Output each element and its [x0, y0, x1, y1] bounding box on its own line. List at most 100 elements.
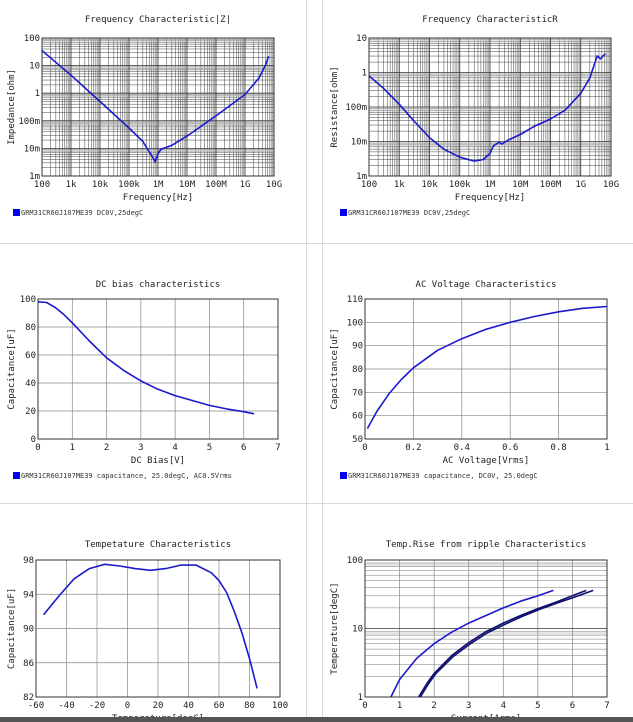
legend-label: GRM31CR60J107ME39 capacitance, 25.0degC,…	[21, 472, 232, 480]
y-tick-label: 0	[31, 435, 36, 445]
grid-band	[94, 38, 97, 176]
x-tick-label: 10G	[603, 180, 619, 190]
plot-area	[38, 299, 278, 439]
grid-band	[97, 38, 100, 176]
y-axis-label: Capacitance[uF]	[7, 588, 17, 669]
grid-band	[365, 630, 607, 635]
grid-band	[125, 38, 128, 176]
x-tick-label: 4	[172, 443, 177, 453]
legend-impedance: GRM31CR60J107ME39 DC0V,25degC	[13, 209, 143, 217]
x-tick-label: 100	[361, 180, 377, 190]
x-tick-label: 10M	[512, 180, 529, 190]
chart-impedance: Frequency Characteristic|Z| 100 1k 10k 100k 1…	[7, 15, 282, 203]
panel-divider-horizontal	[0, 243, 633, 244]
chart-ac-voltage: AC Voltage Characteristics 0 0.2 0.4 0.6 0.8 1…	[330, 280, 610, 466]
x-tick-label: 7	[604, 701, 609, 711]
grid-band	[271, 38, 274, 176]
legend-label: GRM31CR60J107ME39 DC0V,25degC	[21, 209, 144, 217]
grid-band	[213, 38, 216, 176]
x-tick-label: 100M	[205, 180, 227, 190]
chart-panel-resistance: Frequency CharacteristicR 100 1k 10k 100k 1M 1…	[323, 0, 633, 243]
x-tick-label: 100	[272, 701, 288, 711]
grid-band	[154, 38, 157, 176]
grid-band	[183, 38, 186, 176]
x-tick-label: 5	[535, 701, 540, 711]
panel-divider-vertical	[306, 0, 307, 717]
grid-band	[268, 38, 271, 176]
grid-band	[155, 38, 158, 176]
panel-divider-horizontal-2	[0, 503, 633, 504]
grid-band	[181, 38, 184, 176]
y-axis-label: Temperature[degC]	[330, 582, 340, 674]
x-tick-label: 100k	[118, 180, 140, 190]
x-tick-label: 2	[104, 443, 109, 453]
series-line-grm31cr60j107me39-capacitance-dc0v-25-0degc	[366, 305, 607, 429]
x-tick-label: 0.4	[454, 443, 470, 453]
y-tick-label: 80	[352, 365, 363, 375]
y-tick-label: 86	[23, 659, 34, 669]
chart-title: Tempetature Characteristics	[85, 540, 231, 550]
y-tick-label: 20	[25, 407, 36, 417]
x-tick-label: 3	[466, 701, 471, 711]
plot-frame	[37, 298, 279, 440]
grid-band	[239, 38, 242, 176]
x-tick-label: -20	[89, 701, 105, 711]
series-line-series-c	[419, 589, 594, 697]
x-tick-label: 1k	[394, 180, 405, 190]
x-tick-label: 1M	[485, 180, 496, 190]
plot-frame	[368, 37, 612, 177]
grid-band	[242, 38, 245, 176]
x-tick-label: 3	[138, 443, 143, 453]
plot-frame	[364, 298, 608, 440]
chart-title: DC bias characteristics	[96, 280, 221, 290]
x-axis-label: Frequency[Hz]	[455, 193, 525, 203]
x-tick-label: 20	[153, 701, 164, 711]
x-tick-label: 100M	[540, 180, 562, 190]
x-tick-label: 1G	[575, 180, 586, 190]
grid-band	[123, 38, 126, 176]
plot-frame	[35, 559, 281, 698]
legend-ac-voltage: GRM31CR60J107ME39 capacitance, DC0V, 25.…	[340, 472, 538, 480]
y-tick-label: 100	[24, 34, 40, 44]
x-tick-label: 1G	[240, 180, 251, 190]
y-tick-label: 50	[352, 435, 363, 445]
y-tick-label: 82	[23, 693, 34, 703]
x-tick-label: 80	[244, 701, 255, 711]
x-tick-label: 1	[604, 443, 609, 453]
series-line-series-b	[417, 589, 587, 697]
x-tick-label: 60	[214, 701, 225, 711]
x-tick-label: 10G	[266, 180, 282, 190]
legend-label: GRM31CR60J107ME39 DC0V,25degC	[348, 209, 471, 217]
chart-temperature: Tempetature Characteristics -60 -40 -20 0 20 4…	[7, 540, 288, 722]
x-tick-label: 0.2	[405, 443, 421, 453]
legend-dc-bias: GRM31CR60J107ME39 capacitance, 25.0degC,…	[13, 472, 232, 480]
x-tick-label: 40	[183, 701, 194, 711]
y-tick-label: 10	[29, 62, 40, 72]
x-tick-label: 1	[397, 701, 402, 711]
chart-title: Frequency Characteristic|Z|	[85, 15, 231, 25]
grid-band	[184, 38, 187, 176]
y-axis-label: Capacitance[uF]	[330, 328, 340, 409]
x-tick-label: 5	[207, 443, 212, 453]
grid-band	[210, 38, 213, 176]
y-tick-label: 110	[347, 295, 363, 305]
x-tick-label: 10M	[179, 180, 196, 190]
chart-panel-dc-bias: DC bias characteristics 0 1 2 3 4 5 6 7 0 20 40 60 80…	[0, 244, 306, 503]
chart-panel-temp-rise: Temp.Rise from ripple Characteristics 0 1 2…	[323, 504, 633, 722]
x-tick-label: 0	[35, 443, 40, 453]
y-tick-label: 1m	[356, 172, 367, 182]
x-axis-label: Frequency[Hz]	[123, 193, 193, 203]
y-tick-label: 1	[362, 69, 367, 79]
y-tick-label: 70	[352, 388, 363, 398]
grid-band	[270, 38, 273, 176]
series-line-grm31cr60j107me39-dc0v-25degc	[369, 53, 606, 162]
y-axis-label: Resistance[ohm]	[330, 66, 340, 147]
series-line-grm31cr60j107me39-capacitance-25-0degc-ac0-5vrms	[38, 301, 255, 415]
y-axis-label: Impedance[ohm]	[7, 69, 17, 145]
x-axis-label: DC Bias[V]	[131, 456, 185, 466]
x-tick-label: 6	[570, 701, 575, 711]
plot-frame	[364, 559, 608, 698]
legend-resistance: GRM31CR60J107ME39 DC0V,25degC	[340, 209, 470, 217]
y-axis-label: Capacitance[uF]	[7, 328, 17, 409]
